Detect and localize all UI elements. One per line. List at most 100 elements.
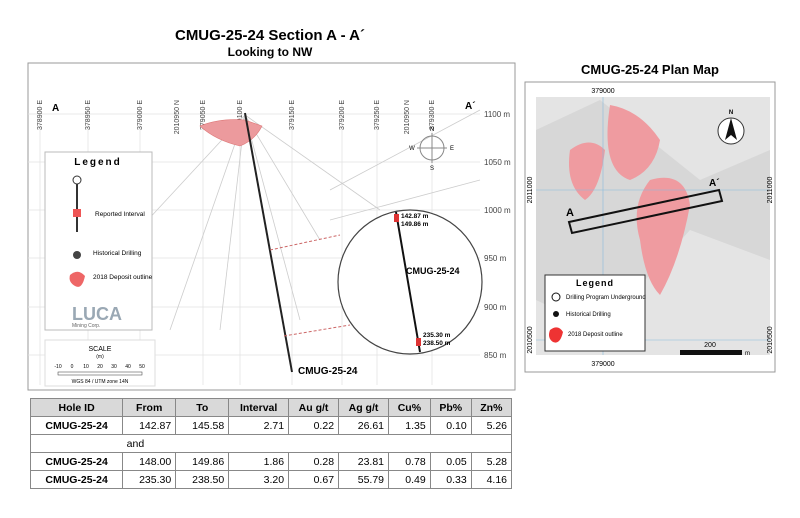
easting-label: 379200 E <box>339 100 346 130</box>
inset-hole <box>395 211 421 353</box>
plan-deposit <box>569 142 605 200</box>
scale-tick: -10 <box>54 364 61 370</box>
scale-tick: 40 <box>125 364 131 370</box>
cell <box>29 434 123 453</box>
plan-title: CMUG-25-24 Plan Map <box>581 62 719 77</box>
scale-tick: 0 <box>71 364 74 370</box>
elevation-label: 1000 m <box>484 206 511 215</box>
plan-legend-item: Drilling Program Underground <box>566 295 646 301</box>
cell: 148.00 <box>122 452 177 471</box>
plan-y-label: 2011000 <box>767 177 774 204</box>
inset-hole-label: CMUG-25-24 <box>406 266 460 276</box>
section-title: CMUG-25-24 Section A - A´ <box>175 27 365 44</box>
easting-label: 379050 E <box>200 100 207 130</box>
plan-scale-unit: m <box>745 351 750 357</box>
cell: 0.67 <box>288 470 340 489</box>
easting-label: 378950 E <box>85 100 92 130</box>
section-trace <box>567 188 724 235</box>
scale-tick: 30 <box>111 364 117 370</box>
plan-legend-box <box>544 274 646 352</box>
plan-deposit <box>636 177 690 295</box>
legend-box <box>44 151 153 331</box>
plan-y-label: 2010500 <box>527 326 534 353</box>
cell: and <box>122 434 512 453</box>
compass-e: E <box>450 146 454 152</box>
cell: 26.61 <box>338 416 390 435</box>
cell: 1.86 <box>228 452 290 471</box>
plan-legend-title: Legend <box>576 278 614 288</box>
cell: 0.22 <box>288 416 340 435</box>
elevation-label: 900 m <box>484 303 507 312</box>
legend-item: Reported Interval <box>95 211 145 218</box>
elevation-label: 850 m <box>484 351 507 360</box>
historical-drill-traces <box>119 109 481 331</box>
plan-end-a: A <box>566 207 574 219</box>
header-cell: From <box>122 398 177 417</box>
plan-y-label: 2010500 <box>767 326 774 353</box>
inset-interval <box>416 338 421 346</box>
legend-title: Legend <box>74 157 122 168</box>
cell: 0.05 <box>429 452 472 471</box>
scale-tick: 10 <box>83 364 89 370</box>
scale-unit: (m) <box>96 354 104 360</box>
section-end-a: A <box>52 103 59 114</box>
header-cell: Interval <box>228 398 290 417</box>
inset-leader <box>269 234 341 251</box>
assay-table: Hole ID From To Interval Au g/t Ag g/t C… <box>29 398 513 489</box>
datum: WGS 84 / UTM zone 14N <box>72 379 129 385</box>
inset-interval <box>394 214 399 222</box>
compass: N E S W <box>409 127 454 172</box>
easting-label: 378900 E <box>37 100 44 130</box>
easting-label: 379300 E <box>429 100 436 130</box>
cell: 3.20 <box>228 470 290 489</box>
easting-label: 379100 E <box>237 100 244 130</box>
header-cell: Au g/t <box>288 398 340 417</box>
header-cell: Cu% <box>388 398 431 417</box>
header-cell: Ag g/t <box>338 398 390 417</box>
northing-label: 2010950 N <box>404 100 411 134</box>
intercept-label: 235.30 m <box>423 332 451 339</box>
header-cell: To <box>175 398 230 417</box>
legend-interval <box>73 209 81 217</box>
plan-legend-historical <box>553 311 559 317</box>
plan-x-label: 379000 <box>591 88 614 95</box>
plan-end-a-prime: A´ <box>709 178 720 189</box>
cell: 55.79 <box>338 470 390 489</box>
cell: 238.50 <box>175 470 230 489</box>
plan-legend-drill <box>551 292 561 302</box>
plan-legend-deposit <box>549 327 563 343</box>
cell: 0.28 <box>288 452 340 471</box>
legend-deposit <box>69 271 85 287</box>
intercept-label: 142.87 m <box>401 213 429 220</box>
legend-item: Historical Drilling <box>93 250 142 257</box>
cell: CMUG-25-24 <box>29 452 124 471</box>
cell: 235.30 <box>122 470 177 489</box>
northing-label: 2010950 N <box>174 100 181 134</box>
section-end-a-prime: A´ <box>465 101 476 112</box>
cell: 145.58 <box>175 416 230 435</box>
legend-historical <box>73 251 81 259</box>
compass-w: W <box>409 146 415 152</box>
cell: 0.78 <box>388 452 431 471</box>
cell: CMUG-25-24 <box>29 416 124 435</box>
cell: 2.71 <box>228 416 290 435</box>
header-cell: Hole ID <box>29 398 124 417</box>
cell: 0.10 <box>429 416 472 435</box>
scale-tick: 20 <box>97 364 103 370</box>
plan-y-label: 2011000 <box>527 177 534 204</box>
cell: CMUG-25-24 <box>29 470 124 489</box>
elevation-label: 950 m <box>484 254 507 263</box>
plan-x-label: 379000 <box>591 361 614 368</box>
cell: 1.35 <box>388 416 431 435</box>
header-cell: Pb% <box>429 398 472 417</box>
cell: 142.87 <box>122 416 177 435</box>
legend-collar <box>72 175 82 185</box>
intercept-label: 149.86 m <box>401 221 429 228</box>
easting-label: 379000 E <box>137 100 144 130</box>
compass-n: N <box>430 127 434 133</box>
cell: 149.86 <box>175 452 230 471</box>
drill-hole <box>244 112 293 373</box>
plan-legend-item: 2018 Deposit outline <box>568 332 623 338</box>
